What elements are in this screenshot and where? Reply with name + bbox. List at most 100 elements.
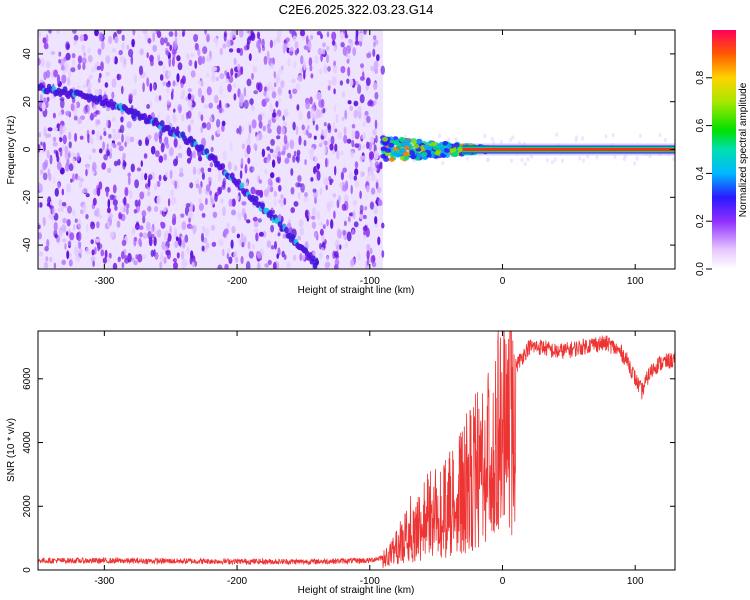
noise-speckle: [43, 71, 47, 81]
noise-speckle: [289, 139, 295, 150]
y-tick-label: 4000: [22, 431, 33, 454]
noise-speckle: [224, 263, 229, 269]
noise-speckle: [165, 50, 170, 56]
noise-speckle: [82, 203, 87, 214]
noise-speckle: [227, 187, 231, 193]
noise-speckle: [174, 180, 178, 189]
noise-speckle: [276, 35, 281, 44]
noise-speckle: [205, 242, 210, 250]
noise-speckle: [256, 40, 261, 49]
noise-speckle: [170, 91, 174, 100]
x-tick-label: 0: [500, 276, 506, 287]
noise-speckle: [280, 126, 286, 135]
noise-speckle: [233, 93, 237, 101]
x-tick-label: -200: [227, 576, 247, 587]
noise-speckle: [553, 157, 557, 162]
noise-speckle: [51, 214, 54, 223]
noise-speckle: [256, 251, 262, 259]
noise-speckle: [77, 218, 82, 229]
noise-speckle: [338, 195, 341, 203]
noise-speckle: [47, 168, 50, 177]
noise-speckle: [38, 143, 41, 153]
noise-speckle: [298, 73, 303, 82]
noise-speckle: [166, 88, 170, 94]
noise-speckle: [277, 232, 281, 237]
noise-speckle: [333, 46, 337, 52]
noise-speckle: [76, 152, 80, 161]
noise-speckle: [106, 143, 109, 150]
noise-speckle: [307, 132, 313, 139]
noise-speckle: [181, 114, 185, 122]
noise-speckle: [218, 238, 224, 247]
noise-speckle: [181, 89, 186, 97]
noise-speckle: [87, 82, 92, 90]
noise-speckle: [239, 170, 243, 180]
noise-speckle: [182, 239, 186, 249]
noise-speckle: [377, 236, 381, 246]
noise-speckle: [297, 175, 302, 183]
noise-speckle: [79, 135, 84, 140]
noise-speckle: [154, 132, 159, 142]
noise-speckle: [187, 210, 193, 220]
noise-speckle: [159, 261, 163, 269]
noise-speckle: [490, 136, 494, 142]
noise-speckle: [38, 251, 44, 257]
noise-speckle: [340, 171, 344, 181]
noise-speckle: [290, 207, 296, 214]
noise-speckle: [178, 106, 182, 114]
noise-speckle: [321, 47, 326, 55]
noise-speckle: [366, 141, 370, 149]
noise-speckle: [85, 193, 90, 198]
noise-speckle: [350, 184, 353, 195]
noise-speckle: [198, 156, 203, 162]
noise-speckle: [266, 50, 270, 60]
noise-speckle: [265, 93, 269, 99]
noise-speckle: [197, 55, 203, 66]
noise-speckle: [197, 87, 202, 98]
noise-speckle: [98, 72, 102, 79]
noise-speckle: [381, 222, 385, 229]
noise-speckle: [252, 65, 257, 73]
noise-speckle: [74, 246, 79, 256]
noise-speckle: [280, 80, 285, 88]
noise-speckle: [158, 60, 164, 66]
noise-speckle: [165, 114, 171, 125]
noise-speckle: [316, 170, 321, 181]
noise-speckle: [329, 180, 333, 186]
noise-speckle: [144, 33, 149, 41]
noise-speckle: [164, 136, 169, 145]
noise-speckle: [49, 154, 53, 165]
noise-speckle: [136, 167, 142, 172]
noise-speckle: [231, 209, 236, 216]
x-tick-label: -300: [94, 576, 114, 587]
noise-speckle: [127, 175, 131, 186]
noise-speckle: [162, 81, 166, 86]
noise-speckle: [251, 105, 255, 111]
noise-speckle: [288, 89, 291, 95]
noise-speckle: [97, 48, 102, 56]
noise-speckle: [267, 128, 272, 134]
noise-speckle: [269, 39, 273, 49]
noise-speckle: [109, 231, 115, 238]
noise-speckle: [218, 186, 223, 195]
noise-speckle: [59, 230, 64, 238]
noise-speckle: [147, 191, 151, 197]
noise-speckle: [310, 147, 315, 155]
noise-speckle: [77, 63, 81, 70]
noise-speckle: [138, 139, 143, 147]
noise-speckle: [353, 175, 358, 181]
trace-point: [220, 163, 226, 170]
noise-speckle: [266, 81, 272, 89]
noise-speckle: [89, 134, 93, 144]
trace-point: [290, 234, 296, 241]
noise-speckle: [174, 240, 179, 249]
noise-speckle: [258, 179, 262, 184]
noise-speckle: [38, 57, 41, 66]
noise-speckle: [330, 219, 334, 229]
noise-speckle: [271, 159, 276, 168]
noise-speckle: [142, 215, 146, 224]
noise-speckle: [173, 227, 178, 237]
noise-speckle: [114, 205, 118, 211]
noise-speckle: [373, 42, 376, 48]
noise-speckle: [243, 99, 249, 110]
